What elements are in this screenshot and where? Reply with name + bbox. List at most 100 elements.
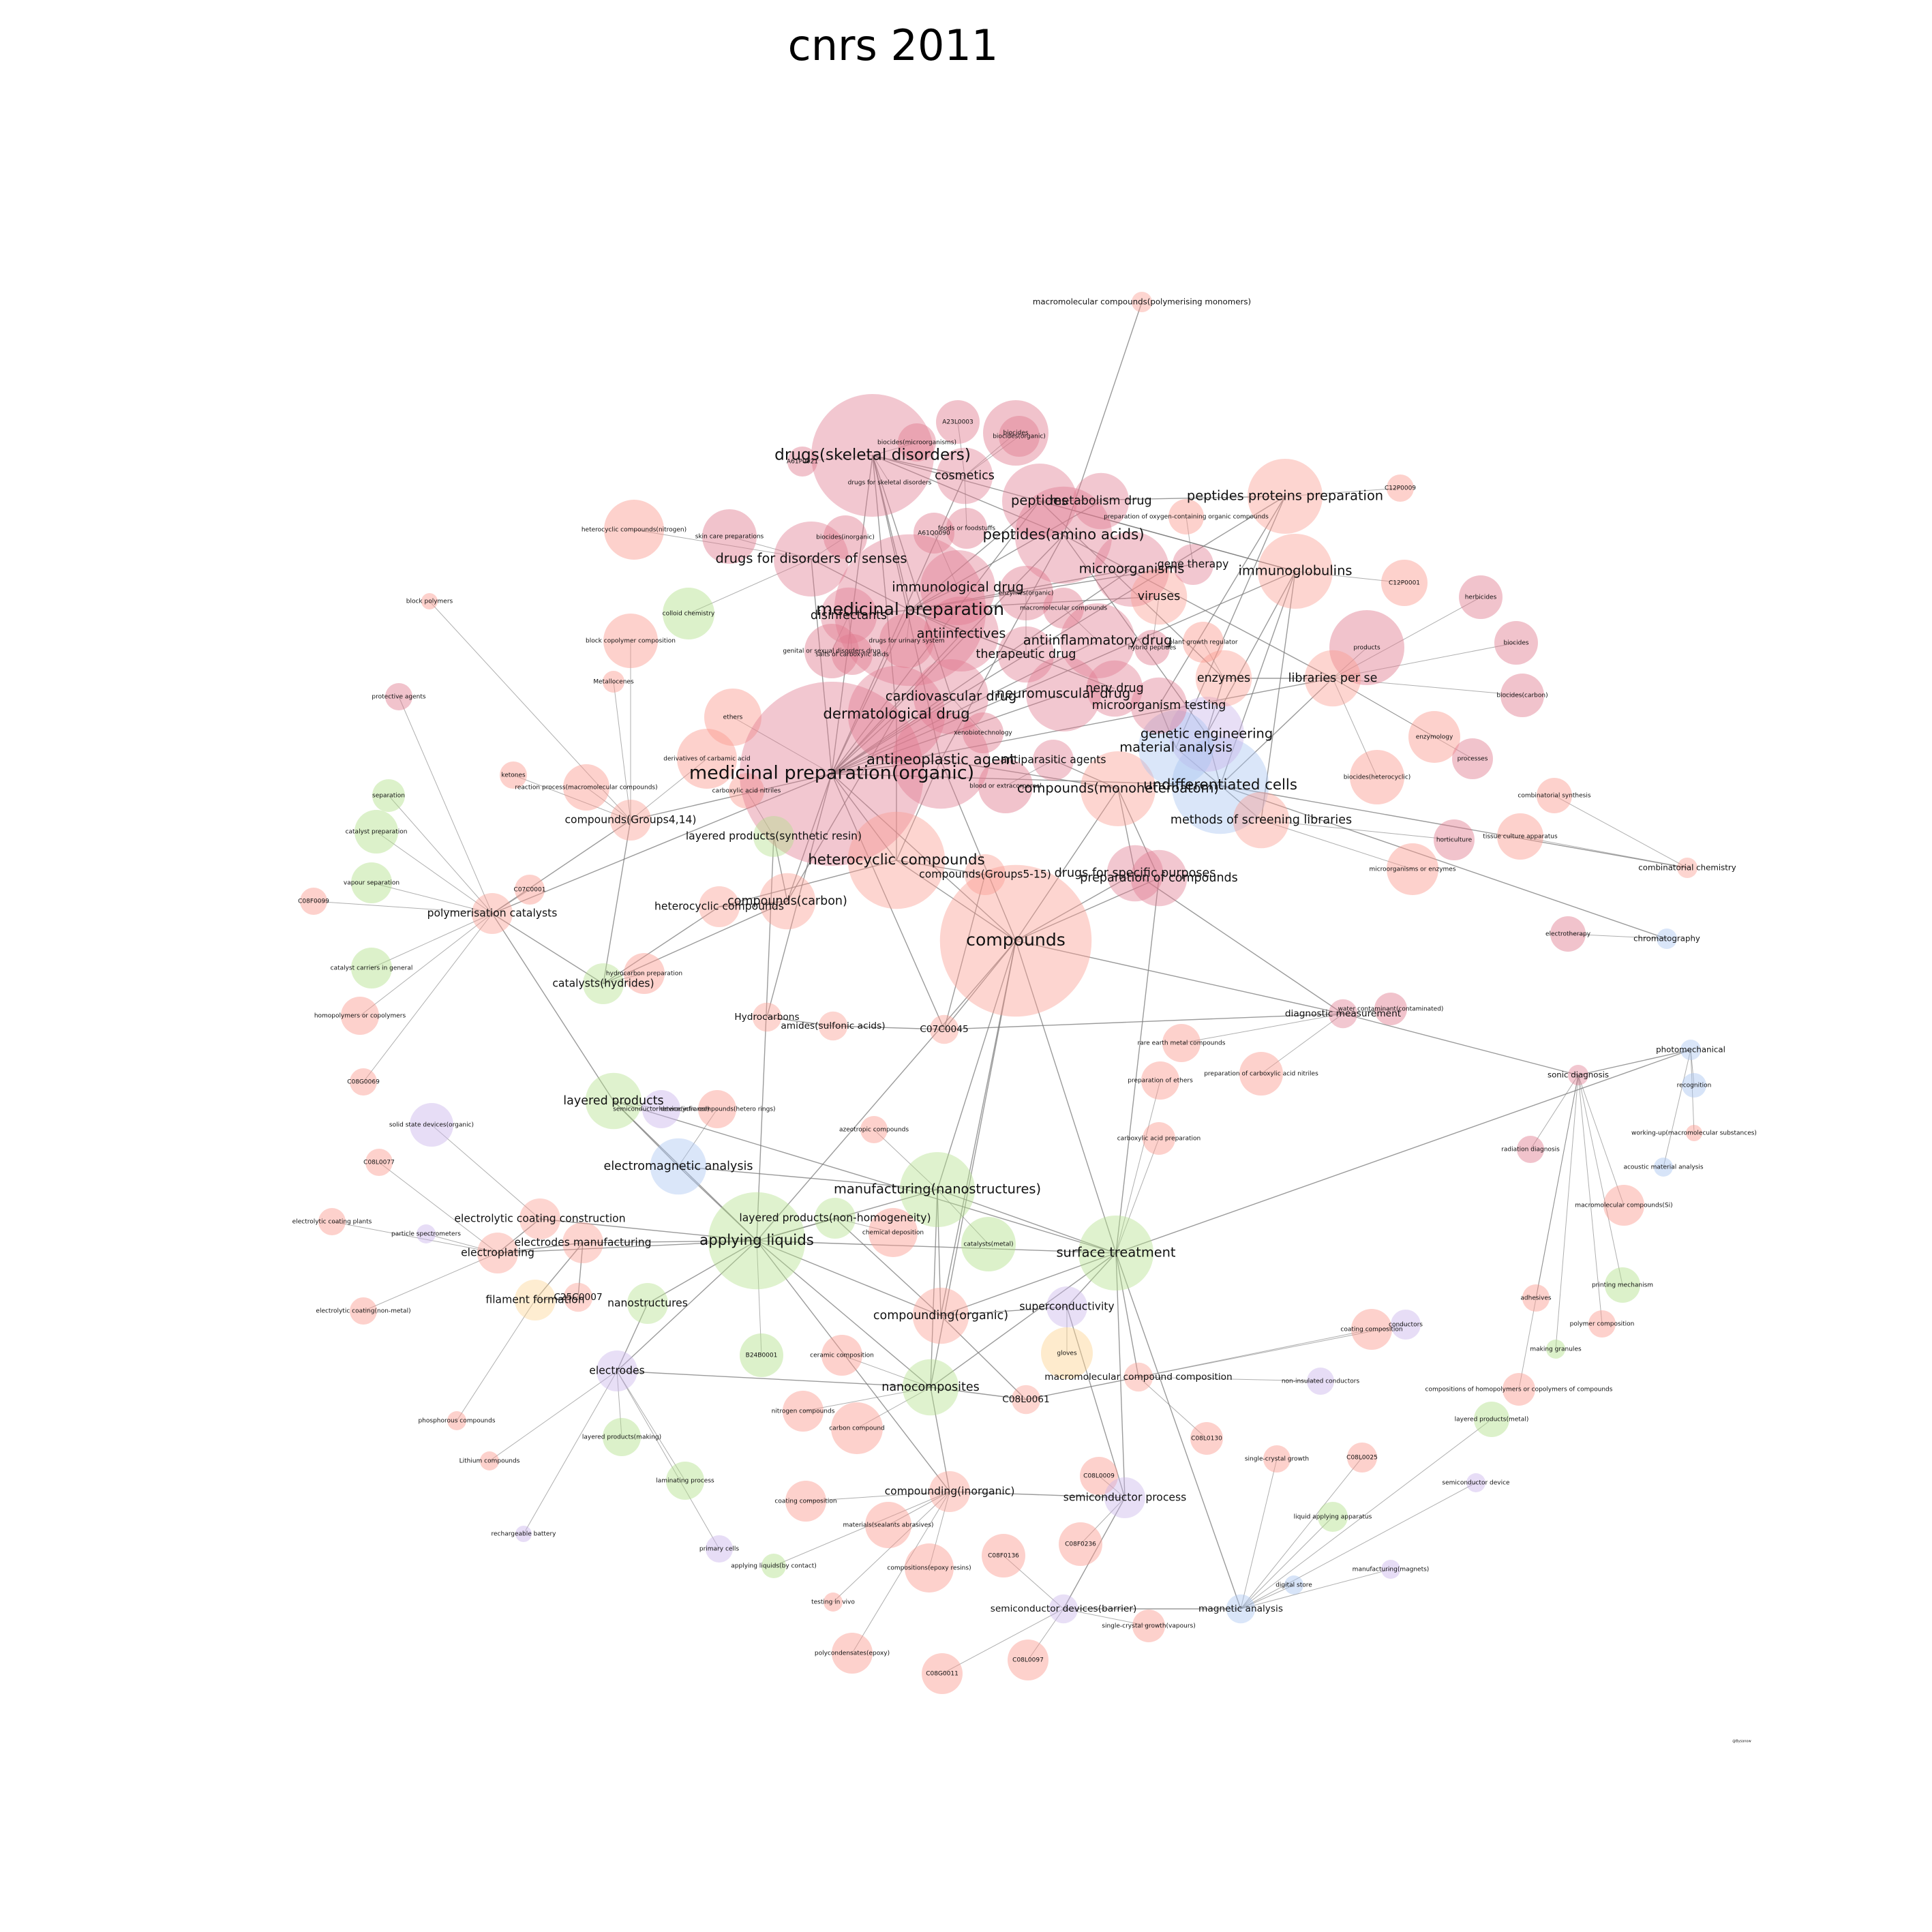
graph-node-dermatological[interactable]: [847, 665, 946, 764]
graph-node[interactable]: [604, 500, 664, 560]
graph-node[interactable]: [1391, 1310, 1421, 1340]
graph-node[interactable]: [1387, 474, 1414, 502]
graph-node[interactable]: [1141, 1061, 1179, 1100]
graph-node[interactable]: [385, 683, 412, 710]
graph-node[interactable]: [740, 1333, 783, 1377]
graph-node-nerv-drug[interactable]: [1086, 660, 1143, 717]
graph-node-antiinfectives[interactable]: [924, 597, 999, 671]
graph-node-c08l0061[interactable]: [1011, 1385, 1041, 1415]
graph-node[interactable]: [1008, 1640, 1048, 1680]
graph-node[interactable]: [603, 614, 658, 668]
graph-node[interactable]: [702, 509, 757, 564]
graph-node[interactable]: [1350, 750, 1404, 804]
graph-node-magnetic-analysis[interactable]: [1226, 1594, 1256, 1624]
graph-node[interactable]: [1452, 738, 1493, 779]
graph-node[interactable]: [1603, 1185, 1644, 1226]
graph-node[interactable]: [1143, 1122, 1175, 1155]
graph-node-polymerisation-cat[interactable]: [472, 893, 513, 934]
graph-node[interactable]: [1550, 916, 1586, 952]
graph-node-compounding-inorg[interactable]: [929, 1471, 970, 1512]
graph-node[interactable]: [1374, 993, 1407, 1025]
graph-node-surface-treatment[interactable]: [1078, 1216, 1153, 1290]
graph-node[interactable]: [999, 566, 1053, 620]
graph-node-cardiovascular[interactable]: [914, 659, 988, 734]
graph-node-filament[interactable]: [515, 1280, 556, 1320]
graph-node[interactable]: [1132, 1610, 1165, 1642]
graph-node-cosmetics[interactable]: [936, 447, 993, 504]
graph-node-peptides[interactable]: [1002, 464, 1077, 539]
graph-node[interactable]: [1239, 1052, 1283, 1096]
graph-node-sonic-diagnosis[interactable]: [1568, 1065, 1588, 1085]
graph-node-disinfectants[interactable]: [820, 587, 877, 644]
graph-node[interactable]: [1408, 711, 1460, 763]
graph-node[interactable]: [704, 689, 761, 746]
graph-node-material-analysis[interactable]: [1138, 710, 1213, 785]
graph-node-neuromuscular[interactable]: [1026, 656, 1101, 731]
graph-node-drugs-senses[interactable]: [774, 522, 849, 597]
graph-node[interactable]: [832, 634, 873, 675]
graph-node[interactable]: [1318, 1502, 1348, 1532]
graph-node-nanocomposites[interactable]: [902, 1359, 959, 1416]
graph-node-catalysts-hydrides[interactable]: [583, 963, 624, 1004]
graph-node-methods-libraries[interactable]: [1233, 791, 1290, 849]
graph-node[interactable]: [905, 1543, 954, 1593]
graph-node[interactable]: [1474, 1402, 1509, 1437]
graph-node[interactable]: [372, 779, 405, 812]
graph-node[interactable]: [860, 1116, 888, 1143]
graph-node-heterocyclic2[interactable]: [699, 886, 740, 927]
graph-node-antineoplastic[interactable]: [892, 711, 990, 809]
graph-node[interactable]: [350, 1068, 377, 1096]
graph-node-layered-products[interactable]: [585, 1072, 642, 1130]
graph-node[interactable]: [1605, 1267, 1640, 1303]
graph-node[interactable]: [318, 1208, 346, 1235]
graph-node-electroplating[interactable]: [477, 1233, 518, 1273]
graph-node-immunological[interactable]: [920, 550, 995, 625]
graph-node[interactable]: [1588, 1310, 1616, 1338]
graph-node[interactable]: [865, 1502, 911, 1548]
graph-node[interactable]: [1134, 630, 1170, 665]
graph-node-electrolytic-constr[interactable]: [519, 1198, 560, 1239]
graph-node[interactable]: [785, 1481, 826, 1522]
graph-node[interactable]: [1434, 819, 1475, 860]
graph-node[interactable]: [1284, 1575, 1303, 1595]
graph-node-compounds[interactable]: [939, 864, 1092, 1017]
graph-node-superconductivity[interactable]: [1046, 1286, 1087, 1327]
graph-node[interactable]: [300, 888, 327, 915]
graph-node-diagnostic[interactable]: [1328, 999, 1358, 1029]
graph-node[interactable]: [999, 416, 1040, 457]
graph-node[interactable]: [500, 761, 527, 789]
graph-node[interactable]: [831, 1402, 883, 1454]
graph-node[interactable]: [1381, 560, 1428, 606]
graph-node[interactable]: [365, 1149, 393, 1176]
graph-node-layered-synth[interactable]: [753, 816, 794, 857]
graph-node[interactable]: [1183, 622, 1224, 663]
graph-node[interactable]: [982, 1534, 1025, 1578]
graph-node[interactable]: [666, 1462, 704, 1500]
graph-node[interactable]: [1168, 499, 1204, 534]
graph-node[interactable]: [961, 1217, 1016, 1271]
graph-node-c25c0007[interactable]: [563, 1282, 593, 1312]
graph-node-macromolecular-comp[interactable]: [1123, 1362, 1153, 1392]
graph-node[interactable]: [480, 1451, 499, 1470]
graph-node[interactable]: [787, 447, 817, 477]
graph-node-amides[interactable]: [818, 1011, 848, 1041]
graph-node[interactable]: [698, 1090, 736, 1128]
graph-node-electrodes[interactable]: [597, 1350, 637, 1391]
graph-node[interactable]: [983, 400, 1048, 466]
graph-node[interactable]: [1503, 1373, 1535, 1406]
graph-node-med-prep-org[interactable]: [740, 682, 924, 866]
graph-node[interactable]: [879, 614, 934, 668]
graph-node-undiff[interactable]: [1171, 736, 1269, 834]
graph-node-drugs-specific[interactable]: [1106, 845, 1164, 902]
graph-node-manufacturing-nano[interactable]: [900, 1152, 975, 1227]
graph-node-chromatography[interactable]: [1657, 929, 1677, 949]
graph-node[interactable]: [1043, 588, 1084, 629]
graph-node[interactable]: [603, 1418, 641, 1456]
graph-node[interactable]: [1654, 1158, 1673, 1177]
graph-node[interactable]: [1080, 1457, 1118, 1495]
graph-node-prep-compounds[interactable]: [1130, 849, 1188, 907]
graph-node[interactable]: [1387, 843, 1438, 895]
graph-node[interactable]: [804, 624, 859, 678]
graph-node-peptides-aa[interactable]: [1014, 486, 1113, 584]
graph-node-drugs-skeletal[interactable]: [811, 394, 934, 517]
